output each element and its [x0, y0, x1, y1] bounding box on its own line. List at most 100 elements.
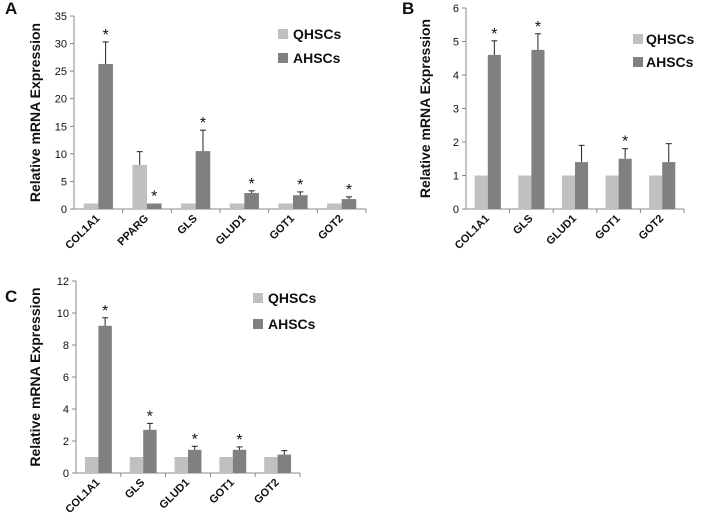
chart-panel-a: A Relative mRNA Expression 0 5 10 15 20 25 30 35 C…: [5, 0, 367, 252]
legend-swatch-qhscs: [253, 293, 263, 303]
legend-swatch-ahscs: [633, 57, 643, 67]
y-tick-label: 5: [453, 37, 459, 49]
legend-label-ahscs: AHSCs: [268, 316, 316, 332]
category-label-got1: GOT1: [593, 213, 623, 243]
bar-ahscs-gls: [195, 151, 211, 209]
bar-qhscs-glud1: [561, 175, 575, 209]
y-tick-label: 6: [453, 3, 459, 15]
y-tick-label: 12: [57, 276, 69, 288]
y-tick-label: 4: [453, 70, 459, 82]
category-label-got2: GOT2: [252, 477, 282, 507]
legend-swatch-qhscs: [278, 29, 288, 39]
legend-swatch-qhscs: [633, 34, 643, 44]
bar-ahscs-glud1: [244, 193, 259, 209]
bar-ahscs-col1a1: [98, 325, 112, 473]
bar-qhscs-got1: [219, 457, 233, 473]
bar-qhscs-gls: [129, 457, 144, 473]
y-tick-label: 8: [63, 340, 69, 352]
category-label-got1: GOT1: [267, 213, 297, 243]
bar-ahscs-got2: [341, 199, 357, 209]
y-tick-label: 2: [63, 436, 69, 448]
significance-star: *: [236, 432, 242, 449]
bar-ahscs-got2: [662, 162, 676, 209]
y-tick-label: 0: [453, 204, 459, 216]
category-label-col1a1: COL1A1: [63, 213, 102, 252]
bar-qhscs-got2: [327, 203, 342, 209]
bar-ahscs-gls: [531, 49, 545, 209]
bar-qhscs-got2: [264, 457, 278, 473]
significance-star: *: [200, 115, 206, 132]
category-label-gls: GLS: [123, 477, 147, 501]
category-label-gls: GLS: [511, 213, 535, 237]
panel-letter: C: [5, 287, 17, 306]
category-label-pparg: PPARG: [116, 213, 152, 249]
bar-ahscs-got2: [277, 454, 292, 473]
y-tick-label: 15: [55, 121, 67, 133]
significance-star: *: [346, 182, 352, 199]
bar-ahscs-col1a1: [487, 54, 501, 210]
significance-star: *: [535, 19, 541, 36]
chart-panel-c: C Relative mRNA Expression 0 2 4 6 8 10 12 COL1A1…: [5, 276, 316, 516]
category-label-gls: GLS: [175, 213, 199, 237]
legend-swatch-ahscs: [278, 53, 288, 63]
bar-qhscs-glud1: [229, 203, 245, 209]
bar-qhscs-got1: [605, 175, 619, 209]
bar-ahscs-glud1: [575, 162, 589, 209]
y-tick-label: 3: [453, 104, 459, 116]
significance-star: *: [151, 188, 157, 205]
y-tick-label: 30: [55, 39, 67, 51]
bar-ahscs-col1a1: [98, 63, 113, 209]
panel-letter: B: [402, 0, 414, 18]
y-tick-label: 10: [55, 149, 67, 161]
significance-star: *: [147, 408, 153, 425]
bar-ahscs-pparg: [147, 203, 162, 209]
y-tick-label: 1: [453, 171, 459, 183]
y-tick-label: 0: [63, 468, 69, 480]
y-axis-label: Relative mRNA Expression: [27, 287, 43, 466]
bar-qhscs-got2: [649, 175, 663, 209]
bar-ahscs-got1: [618, 158, 632, 209]
legend-label-qhscs: QHSCs: [293, 26, 341, 42]
y-tick-label: 25: [55, 66, 67, 78]
significance-star: *: [491, 26, 497, 43]
bar-qhscs-pparg: [132, 164, 147, 209]
category-label-got2: GOT2: [637, 213, 667, 243]
legend-label-ahscs: AHSCs: [646, 54, 694, 70]
y-tick-label: 5: [61, 176, 67, 188]
bar-ahscs-glud1: [188, 449, 202, 473]
bar-ahscs-gls: [143, 429, 157, 473]
category-label-glud1: GLUD1: [214, 213, 249, 248]
category-label-got1: GOT1: [207, 477, 237, 507]
bar-qhscs-glud1: [174, 457, 188, 473]
panel-letter: A: [5, 0, 17, 18]
bar-qhscs-col1a1: [84, 457, 99, 473]
bar-qhscs-col1a1: [474, 175, 488, 209]
bar-qhscs-gls: [518, 175, 532, 209]
significance-star: *: [622, 134, 628, 151]
significance-star: *: [249, 176, 255, 193]
category-label-glud1: GLUD1: [544, 213, 579, 248]
category-label-col1a1: COL1A1: [63, 477, 102, 516]
bar-ahscs-got1: [232, 449, 247, 473]
significance-star: *: [297, 177, 303, 194]
legend-label-qhscs: QHSCs: [268, 290, 316, 306]
y-tick-label: 20: [55, 94, 67, 106]
y-tick-label: 0: [61, 204, 67, 216]
y-axis-label: Relative mRNA Expression: [417, 19, 433, 198]
category-label-got2: GOT2: [316, 213, 346, 243]
significance-star: *: [102, 303, 108, 320]
significance-star: *: [103, 27, 109, 44]
legend-label-ahscs: AHSCs: [293, 50, 341, 66]
y-tick-label: 4: [63, 404, 69, 416]
y-tick-label: 35: [55, 11, 67, 23]
y-tick-label: 6: [63, 372, 69, 384]
legend-swatch-ahscs: [253, 319, 263, 329]
bar-qhscs-col1a1: [83, 203, 99, 209]
bar-qhscs-gls: [181, 203, 196, 209]
y-tick-label: 2: [453, 137, 459, 149]
y-tick-label: 10: [57, 308, 69, 320]
significance-star: *: [192, 431, 198, 448]
category-label-col1a1: COL1A1: [453, 213, 492, 252]
